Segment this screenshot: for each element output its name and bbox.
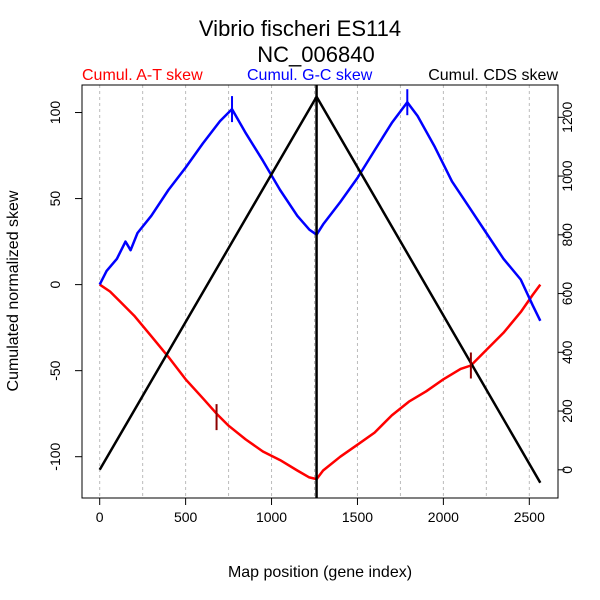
axes: 0 500 1000 1500 2000 2500-100-500501000200400… bbox=[47, 101, 575, 525]
y-left-tick-label: -100 bbox=[47, 442, 63, 470]
y-right-tick-label: 600 bbox=[559, 282, 575, 306]
legend-gc-skew: Cumul. G-C skew bbox=[247, 67, 373, 84]
legend-at-skew: Cumul. A-T skew bbox=[82, 67, 203, 84]
data-marks bbox=[98, 85, 542, 498]
legend-cds-skew: Cumul. CDS skew bbox=[428, 67, 558, 84]
y-left-tick-label: -50 bbox=[47, 360, 63, 380]
chart-subtitle: NC_006840 bbox=[257, 42, 374, 67]
series-line-cumul-g-c-skew bbox=[98, 100, 542, 322]
x-tick-label: 500 bbox=[174, 509, 198, 525]
series-line-cumul-cds-skew bbox=[98, 95, 542, 484]
x-tick-label: 2000 bbox=[428, 509, 459, 525]
y-right-tick-label: 1200 bbox=[559, 102, 575, 133]
y-axis-label: Cumulated normalized skew bbox=[5, 190, 22, 391]
x-tick-label: 2500 bbox=[514, 509, 545, 525]
x-axis-label: Map position (gene index) bbox=[228, 564, 412, 581]
y-right-tick-label: 800 bbox=[559, 223, 575, 247]
chart-title: Vibrio fischeri ES114 bbox=[199, 16, 401, 41]
y-right-tick-label: 200 bbox=[559, 399, 575, 423]
y-left-tick-label: 50 bbox=[47, 191, 63, 207]
x-tick-label: 0 bbox=[96, 509, 104, 525]
y-right-tick-label: 0 bbox=[559, 466, 575, 474]
y-right-tick-label: 1000 bbox=[559, 160, 575, 191]
y-left-tick-label: 0 bbox=[47, 281, 63, 289]
x-tick-label: 1500 bbox=[342, 509, 373, 525]
grid-lines bbox=[99, 85, 530, 498]
series-line-cumul-a-t-skew bbox=[99, 283, 542, 481]
plot-frame bbox=[81, 84, 559, 499]
y-right-tick-label: 400 bbox=[559, 340, 575, 364]
x-tick-label: 1000 bbox=[256, 509, 287, 525]
y-left-tick-label: 100 bbox=[47, 101, 63, 125]
